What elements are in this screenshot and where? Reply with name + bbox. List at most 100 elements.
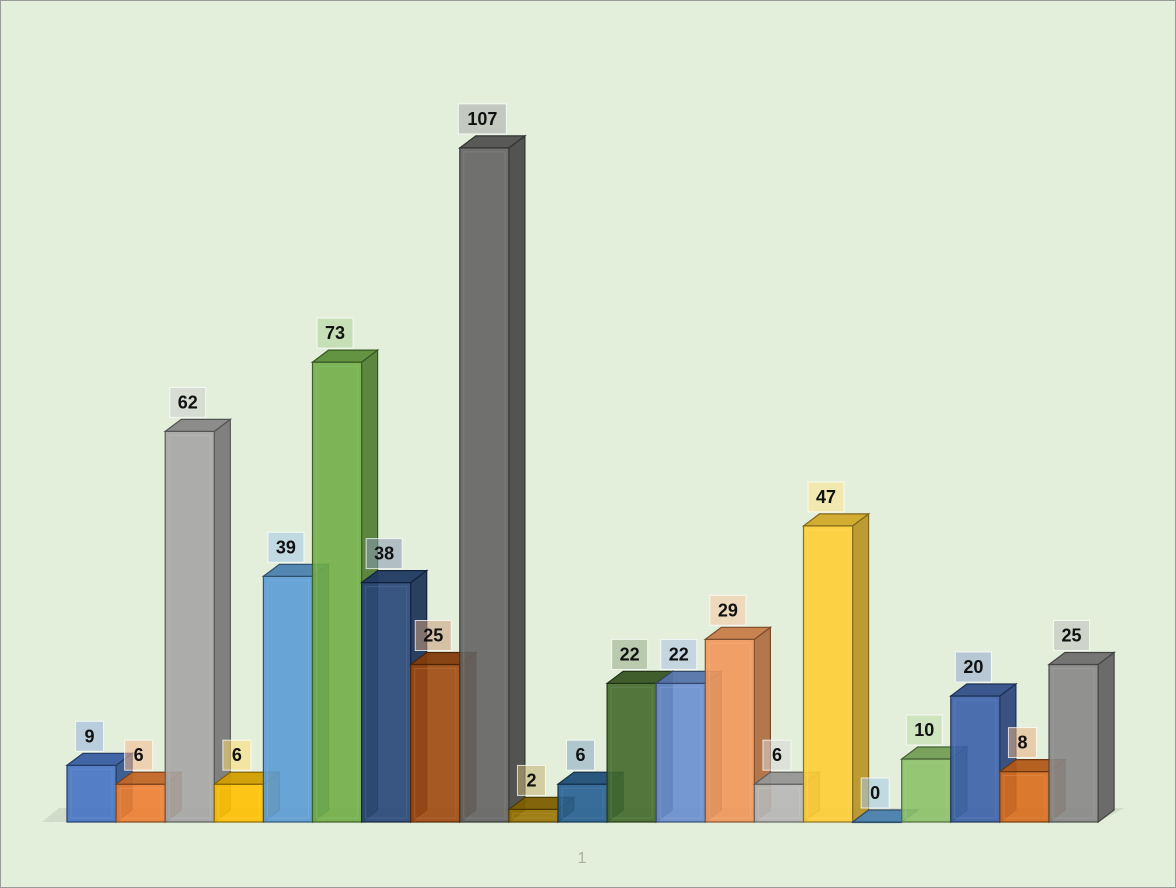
- bar-front: [802, 525, 854, 823]
- data-label-box: [124, 739, 154, 771]
- bar-front: [753, 783, 805, 823]
- data-label: 62: [169, 386, 207, 418]
- data-label-text: 6: [772, 745, 782, 765]
- bar-14: 29: [703, 594, 773, 824]
- bar-side: [1097, 651, 1115, 824]
- bar-3: 62: [163, 386, 233, 824]
- bar-highlight: [807, 529, 850, 819]
- data-label: 107: [457, 103, 507, 135]
- data-label-text: 38: [374, 544, 394, 564]
- bar-top: [163, 418, 233, 432]
- bar-front: [213, 783, 265, 823]
- bar-front: [361, 581, 412, 823]
- data-label-box: [566, 739, 596, 771]
- bar-highlight: [365, 586, 408, 819]
- bar-front: [115, 783, 166, 823]
- data-label-text: 107: [467, 109, 497, 129]
- bar-highlight: [119, 787, 162, 819]
- data-label: 22: [660, 638, 698, 670]
- bar-highlight: [708, 642, 751, 819]
- data-label-box: [222, 739, 252, 771]
- data-label-box: [611, 638, 649, 670]
- data-label: 8: [1007, 727, 1037, 759]
- data-label: 73: [316, 317, 354, 349]
- bar-front: [901, 758, 952, 823]
- data-label-box: [414, 620, 452, 651]
- bar-top: [310, 349, 380, 363]
- data-label: 2: [516, 764, 546, 796]
- bar-side: [508, 134, 526, 824]
- bar-highlight: [266, 579, 309, 819]
- bar-highlight: [757, 787, 801, 819]
- data-label: 10: [905, 714, 943, 746]
- bar-front: [66, 764, 117, 823]
- bar-9: 107: [457, 103, 527, 824]
- bar-17: 0: [850, 777, 920, 824]
- data-label-text: 6: [232, 745, 242, 765]
- data-label: 22: [611, 638, 649, 670]
- data-label-text: 25: [1062, 626, 1082, 646]
- bar-highlight: [316, 365, 359, 819]
- data-label: 29: [709, 594, 747, 626]
- data-label-box: [267, 531, 305, 563]
- data-label-text: 22: [620, 644, 640, 664]
- data-label-text: 6: [576, 745, 586, 765]
- data-label: 47: [807, 481, 845, 513]
- bar-front: [557, 783, 608, 823]
- data-label-box: [457, 103, 507, 135]
- bar-highlight: [463, 151, 506, 819]
- data-label-box: [316, 317, 354, 349]
- data-label-box: [954, 651, 992, 683]
- data-label-box: [516, 764, 546, 796]
- data-label-text: 0: [870, 783, 880, 803]
- bar-front: [655, 682, 706, 823]
- bar-top: [359, 569, 429, 584]
- data-label: 6: [124, 739, 154, 771]
- data-label-box: [1007, 727, 1037, 759]
- bar-front: [950, 695, 1001, 823]
- bar-highlight: [414, 668, 457, 819]
- bar-side: [851, 512, 870, 824]
- data-label-box: [1053, 620, 1091, 651]
- bar-top: [948, 683, 1018, 697]
- data-label: 20: [954, 651, 992, 683]
- data-label: 6: [566, 739, 596, 771]
- bar-front: [704, 638, 755, 823]
- bar-highlight: [1052, 668, 1095, 819]
- bar-top: [703, 626, 773, 640]
- bar-21: 25: [1047, 620, 1116, 824]
- bar-highlight: [512, 812, 555, 819]
- bar-highlight: [610, 686, 653, 819]
- bar-highlight: [561, 787, 604, 819]
- data-label: 6: [762, 739, 792, 771]
- data-label-text: 25: [423, 626, 443, 646]
- data-label-text: 8: [1017, 733, 1027, 753]
- data-label: 25: [1053, 620, 1091, 651]
- data-label-box: [75, 720, 105, 752]
- data-label-text: 10: [914, 720, 934, 740]
- data-label-text: 73: [325, 323, 345, 343]
- bar-top: [457, 135, 527, 149]
- data-label-text: 47: [816, 487, 836, 507]
- bar-highlight: [659, 686, 702, 819]
- data-label-box: [169, 386, 207, 418]
- bar-front: [410, 663, 461, 823]
- data-label-box: [660, 638, 698, 670]
- data-label-text: 29: [718, 600, 738, 620]
- bar-front: [164, 430, 215, 823]
- bar-highlight: [905, 762, 948, 819]
- bar-top: [801, 513, 871, 527]
- data-label-text: 2: [526, 770, 536, 790]
- bar-front: [262, 575, 314, 823]
- bar-highlight: [70, 768, 113, 819]
- data-label-box: [860, 777, 890, 809]
- data-label: 25: [414, 620, 452, 651]
- data-label-box: [905, 714, 943, 746]
- data-label: 0: [860, 777, 890, 809]
- data-label-box: [365, 538, 403, 570]
- bar-front: [999, 770, 1050, 823]
- data-label: 9: [75, 720, 105, 752]
- bar-front: [311, 361, 363, 823]
- data-label-box: [807, 481, 845, 513]
